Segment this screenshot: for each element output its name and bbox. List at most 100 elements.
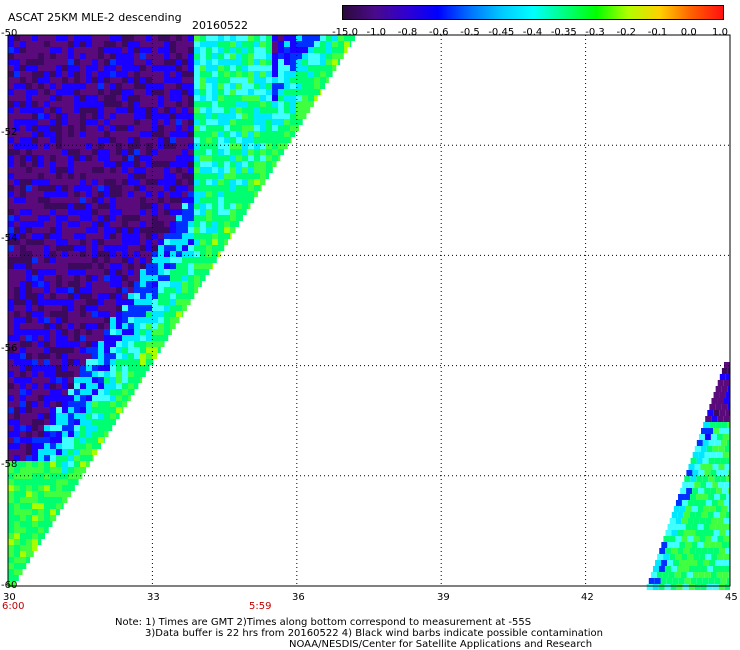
swath-pixel bbox=[80, 161, 86, 167]
swath-pixel bbox=[68, 353, 74, 359]
swath-pixel bbox=[140, 359, 146, 365]
swath-data bbox=[8, 35, 730, 590]
swath-pixel bbox=[242, 125, 248, 131]
swath-pixel bbox=[302, 83, 308, 89]
swath-pixel bbox=[278, 155, 281, 161]
swath-pixel bbox=[20, 101, 26, 107]
swath-pixel bbox=[692, 452, 699, 458]
swath-pixel bbox=[20, 281, 26, 287]
swath-pixel bbox=[98, 83, 104, 89]
swath-pixel bbox=[98, 389, 104, 395]
swath-pixel bbox=[707, 428, 714, 434]
swath-pixel bbox=[44, 83, 50, 89]
swath-pixel bbox=[74, 53, 80, 59]
swath-pixel bbox=[254, 191, 258, 197]
swath-pixel bbox=[26, 155, 32, 161]
swath-pixel bbox=[134, 269, 140, 275]
swath-pixel bbox=[302, 35, 308, 41]
swath-pixel bbox=[302, 95, 308, 101]
swath-pixel bbox=[188, 161, 194, 167]
swath-pixel bbox=[74, 161, 80, 167]
swath-pixel bbox=[104, 389, 110, 395]
swath-pixel bbox=[188, 299, 191, 305]
swath-pixel bbox=[152, 173, 158, 179]
swath-pixel bbox=[128, 137, 134, 143]
swath-pixel bbox=[164, 341, 165, 347]
swath-pixel bbox=[50, 65, 56, 71]
swath-pixel bbox=[284, 53, 290, 59]
swath-pixel bbox=[728, 572, 730, 578]
swath-pixel bbox=[194, 167, 200, 173]
swath-pixel bbox=[80, 377, 86, 383]
swath-pixel bbox=[152, 221, 158, 227]
swath-pixel bbox=[98, 443, 102, 449]
swath-pixel bbox=[260, 113, 266, 119]
swath-pixel bbox=[212, 263, 214, 269]
swath-pixel bbox=[14, 371, 20, 377]
swath-pixel bbox=[116, 35, 122, 41]
swath-pixel bbox=[8, 437, 14, 443]
swath-pixel bbox=[20, 263, 26, 269]
swath-pixel bbox=[290, 53, 296, 59]
swath-pixel bbox=[56, 287, 62, 293]
swath-pixel bbox=[14, 569, 20, 575]
swath-pixel bbox=[717, 554, 724, 560]
swath-pixel bbox=[152, 215, 158, 221]
swath-pixel bbox=[212, 53, 218, 59]
swath-pixel bbox=[110, 167, 116, 173]
swath-pixel bbox=[44, 257, 50, 263]
swath-pixel bbox=[98, 221, 104, 227]
colorbar-label: 1.0 bbox=[712, 27, 728, 38]
swath-pixel bbox=[50, 89, 56, 95]
swath-pixel bbox=[146, 215, 152, 221]
swath-pixel bbox=[230, 149, 236, 155]
swath-pixel bbox=[687, 536, 694, 542]
swath-pixel bbox=[188, 101, 194, 107]
swath-pixel bbox=[212, 155, 218, 161]
swath-pixel bbox=[38, 251, 44, 257]
swath-pixel bbox=[182, 113, 188, 119]
swath-pixel bbox=[8, 581, 14, 587]
swath-pixel bbox=[672, 578, 679, 584]
swath-pixel bbox=[164, 197, 170, 203]
swath-pixel bbox=[314, 83, 320, 89]
swath-pixel bbox=[212, 257, 217, 263]
swath-pixel bbox=[104, 359, 110, 365]
swath-pixel bbox=[116, 401, 122, 407]
swath-pixel bbox=[236, 209, 242, 215]
swath-pixel bbox=[98, 179, 104, 185]
swath-pixel bbox=[26, 467, 32, 473]
swath-pixel bbox=[80, 47, 86, 53]
swath-pixel bbox=[74, 335, 80, 341]
swath-pixel bbox=[230, 161, 236, 167]
swath-pixel bbox=[308, 89, 314, 95]
swath-pixel bbox=[56, 371, 62, 377]
swath-pixel bbox=[128, 77, 134, 83]
swath-pixel bbox=[158, 131, 164, 137]
swath-pixel bbox=[14, 47, 20, 53]
swath-pixel bbox=[669, 536, 676, 542]
swath-pixel bbox=[218, 53, 224, 59]
swath-pixel bbox=[32, 539, 38, 545]
swath-pixel bbox=[699, 518, 706, 524]
swath-pixel bbox=[188, 155, 194, 161]
swath-pixel bbox=[68, 419, 74, 425]
swath-pixel bbox=[182, 173, 188, 179]
swath-pixel bbox=[194, 161, 200, 167]
swath-pixel bbox=[80, 347, 86, 353]
swath-pixel bbox=[206, 101, 212, 107]
swath-pixel bbox=[38, 65, 44, 71]
swath-pixel bbox=[68, 251, 74, 257]
swath-pixel bbox=[320, 41, 326, 47]
swath-pixel bbox=[134, 281, 140, 287]
swath-pixel bbox=[158, 113, 164, 119]
swath-pixel bbox=[62, 185, 68, 191]
swath-pixel bbox=[284, 83, 290, 89]
swath-pixel bbox=[332, 71, 333, 77]
swath-pixel bbox=[248, 95, 254, 101]
swath-pixel bbox=[122, 227, 128, 233]
swath-pixel bbox=[86, 425, 92, 431]
map-title: ASCAT 25KM MLE-2 descending bbox=[8, 11, 182, 24]
swath-pixel bbox=[140, 263, 146, 269]
swath-pixel bbox=[230, 185, 236, 191]
